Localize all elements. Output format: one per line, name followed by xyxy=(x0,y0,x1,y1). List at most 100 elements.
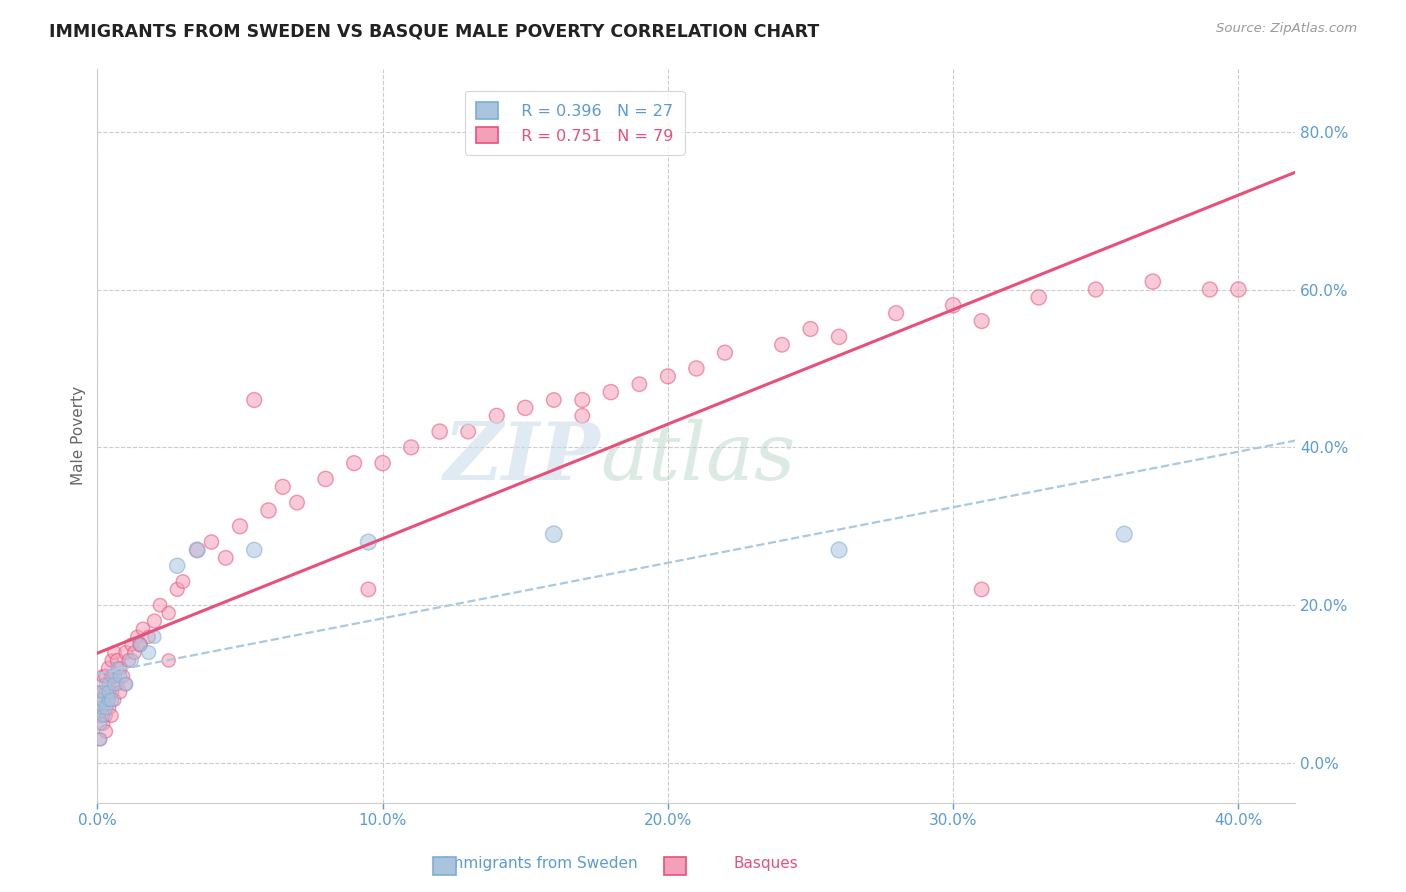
Point xyxy=(229,519,252,533)
Point xyxy=(100,708,122,723)
Point xyxy=(215,550,238,565)
Point xyxy=(1199,283,1222,297)
Point xyxy=(100,669,122,683)
Point xyxy=(94,685,117,699)
Point xyxy=(186,543,208,558)
Point xyxy=(108,661,131,675)
Point xyxy=(121,638,143,652)
Point xyxy=(571,392,593,407)
Point xyxy=(399,441,422,455)
Point xyxy=(89,708,111,723)
Point xyxy=(127,630,149,644)
Point xyxy=(94,677,117,691)
Point xyxy=(770,337,793,351)
Point xyxy=(357,582,380,597)
Y-axis label: Male Poverty: Male Poverty xyxy=(72,386,86,485)
Point xyxy=(111,669,134,683)
Point xyxy=(105,677,128,691)
Point xyxy=(343,456,366,470)
Text: Basques: Basques xyxy=(734,856,799,871)
Point xyxy=(91,685,114,699)
Point xyxy=(91,716,114,731)
Point xyxy=(138,646,160,660)
Point xyxy=(243,392,266,407)
Point xyxy=(1142,275,1164,289)
Point xyxy=(970,314,993,328)
Point xyxy=(515,401,537,415)
Text: ZIP: ZIP xyxy=(444,418,600,496)
Point xyxy=(97,661,120,675)
Point xyxy=(166,582,188,597)
Point xyxy=(91,693,114,707)
Point xyxy=(100,685,122,699)
Point xyxy=(121,653,143,667)
Point xyxy=(97,685,120,699)
Point xyxy=(457,425,479,439)
Point xyxy=(166,558,188,573)
Point xyxy=(1114,527,1136,541)
Point xyxy=(91,701,114,715)
Point xyxy=(94,701,117,715)
Point xyxy=(97,701,120,715)
Point xyxy=(89,732,111,747)
Point xyxy=(157,606,180,620)
Point xyxy=(103,646,125,660)
Point xyxy=(884,306,907,320)
Point xyxy=(91,693,114,707)
Point xyxy=(103,693,125,707)
Point xyxy=(129,638,152,652)
Point xyxy=(799,322,821,336)
Point xyxy=(172,574,194,589)
Text: Immigrants from Sweden: Immigrants from Sweden xyxy=(444,856,638,871)
Point xyxy=(97,693,120,707)
Point xyxy=(485,409,508,423)
Point xyxy=(143,614,166,628)
Point xyxy=(970,582,993,597)
Point xyxy=(89,685,111,699)
Point xyxy=(94,708,117,723)
Point xyxy=(714,345,737,359)
Point xyxy=(97,693,120,707)
Point xyxy=(315,472,337,486)
Point xyxy=(89,701,111,715)
Point xyxy=(97,677,120,691)
Point xyxy=(103,669,125,683)
Point xyxy=(124,646,146,660)
Point xyxy=(828,330,851,344)
Point xyxy=(100,693,122,707)
Legend:   R = 0.396   N = 27,   R = 0.751   N = 79: R = 0.396 N = 27, R = 0.751 N = 79 xyxy=(465,91,685,154)
Point xyxy=(243,543,266,558)
Point xyxy=(371,456,394,470)
Point xyxy=(543,392,565,407)
Point xyxy=(429,425,451,439)
Point xyxy=(94,669,117,683)
Point xyxy=(628,377,651,392)
Point xyxy=(89,716,111,731)
Point xyxy=(285,495,308,509)
Point xyxy=(599,385,621,400)
Point xyxy=(138,630,160,644)
Point xyxy=(271,480,294,494)
Point xyxy=(828,543,851,558)
Point xyxy=(115,677,138,691)
Point xyxy=(200,535,222,549)
Point xyxy=(118,653,141,667)
Point xyxy=(89,732,111,747)
Point xyxy=(257,503,280,517)
Point xyxy=(129,638,152,652)
Point xyxy=(115,677,138,691)
Point xyxy=(543,527,565,541)
Point xyxy=(942,298,965,312)
Point xyxy=(571,409,593,423)
Point xyxy=(157,653,180,667)
Text: atlas: atlas xyxy=(600,418,796,496)
Point xyxy=(91,708,114,723)
Point xyxy=(91,669,114,683)
Text: IMMIGRANTS FROM SWEDEN VS BASQUE MALE POVERTY CORRELATION CHART: IMMIGRANTS FROM SWEDEN VS BASQUE MALE PO… xyxy=(49,22,820,40)
Point xyxy=(143,630,166,644)
Point xyxy=(149,598,172,612)
Point xyxy=(1028,290,1050,304)
Point xyxy=(100,653,122,667)
Point xyxy=(105,661,128,675)
Point xyxy=(685,361,707,376)
